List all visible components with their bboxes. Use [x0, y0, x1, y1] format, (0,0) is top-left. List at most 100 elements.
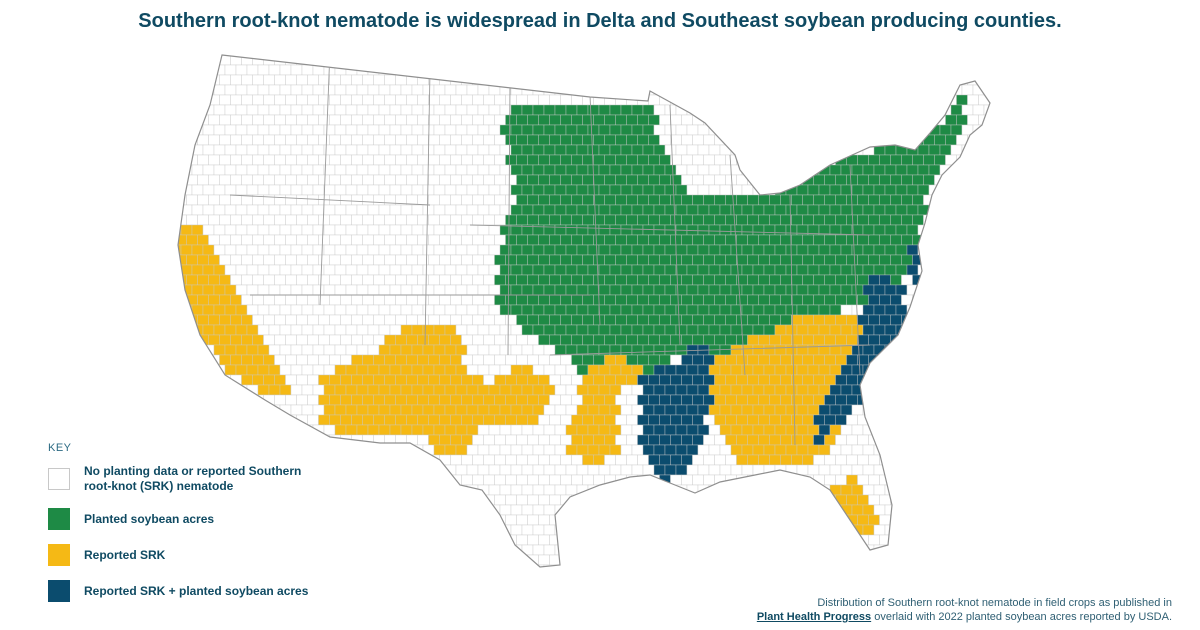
county-cell [241, 174, 253, 186]
county-cell [928, 124, 941, 136]
county-cell [400, 504, 413, 516]
county-cell [868, 274, 880, 286]
county-cell [323, 224, 336, 236]
county-cell [521, 404, 534, 416]
county-cell [758, 494, 770, 506]
county-cell [703, 394, 715, 406]
county-cell [972, 104, 985, 116]
county-cell [989, 114, 990, 126]
county-cell [906, 404, 919, 416]
county-cell [741, 104, 754, 116]
county-cell [378, 564, 391, 567]
county-cell [483, 534, 495, 546]
county-cell [686, 444, 699, 456]
county-cell [252, 394, 264, 406]
county-cell [637, 414, 649, 426]
county-cell [598, 224, 611, 236]
county-cell [858, 575, 869, 585]
county-cell [736, 114, 748, 126]
county-cell [945, 454, 957, 466]
county-cell [675, 564, 688, 567]
county-cell [246, 404, 259, 416]
county-cell [697, 564, 710, 567]
county-cell [483, 334, 495, 346]
county-cell [967, 394, 979, 406]
county-cell [1006, 205, 1017, 215]
county-cell [868, 134, 880, 146]
county-cell [659, 354, 671, 366]
county-cell [1001, 95, 1012, 105]
county-cell [945, 174, 957, 186]
county-cell [868, 494, 880, 506]
county-cell [428, 234, 440, 246]
county-cell [670, 554, 682, 566]
county-cell [928, 524, 941, 536]
county-cell [362, 294, 374, 306]
source-publication-link[interactable]: Plant Health Progress [756, 611, 872, 623]
county-cell [763, 344, 776, 356]
county-cell [246, 104, 259, 116]
county-cell [719, 544, 732, 556]
county-cell [868, 214, 880, 226]
county-cell [956, 554, 968, 566]
county-cell [620, 304, 633, 316]
county-cell [290, 164, 303, 176]
county-cell [241, 334, 253, 346]
county-cell [362, 534, 374, 546]
county-cell [373, 414, 385, 426]
county-cell [626, 434, 638, 446]
county-cell [477, 544, 490, 556]
county-cell [752, 104, 765, 116]
county-cell [406, 334, 418, 346]
county-cell [659, 194, 671, 206]
county-cell [752, 124, 765, 136]
county-cell [879, 354, 891, 366]
county-cell [224, 55, 237, 56]
county-cell [736, 254, 748, 266]
county-cell [318, 314, 330, 326]
county-cell [417, 134, 429, 146]
county-cell [400, 55, 413, 56]
county-cell [791, 214, 803, 226]
county-cell [725, 414, 737, 426]
county-cell [895, 484, 908, 496]
county-cell [180, 224, 193, 236]
county-cell [945, 274, 957, 286]
county-cell [972, 444, 985, 456]
county-cell [395, 74, 407, 86]
county-cell [785, 344, 798, 356]
county-cell [620, 264, 633, 276]
county-cell [472, 194, 484, 206]
county-cell [983, 424, 990, 436]
county-cell [1017, 405, 1028, 415]
county-cell [180, 324, 193, 336]
county-cell [571, 294, 583, 306]
county-cell [681, 494, 693, 506]
county-cell [769, 194, 781, 206]
county-cell [604, 194, 616, 206]
county-cell [1006, 465, 1017, 475]
county-cell [417, 294, 429, 306]
county-cell [208, 274, 220, 286]
county-cell [736, 214, 748, 226]
county-cell [356, 424, 369, 436]
county-cell [609, 204, 622, 216]
county-cell [741, 384, 754, 396]
county-cell [939, 224, 952, 236]
county-cell [472, 374, 484, 386]
county-cell [576, 524, 589, 536]
county-cell [400, 144, 413, 156]
county-cell [378, 144, 391, 156]
county-cell [1023, 155, 1031, 165]
county-cell [967, 354, 979, 366]
county-cell [268, 424, 281, 436]
county-cell [934, 74, 946, 86]
county-cell [741, 144, 754, 156]
county-cell [906, 144, 919, 156]
county-cell [367, 464, 380, 476]
county-cell [697, 304, 710, 316]
county-cell [818, 64, 831, 76]
county-cell [785, 524, 798, 536]
county-cell [791, 514, 803, 526]
county-cell [494, 274, 506, 286]
